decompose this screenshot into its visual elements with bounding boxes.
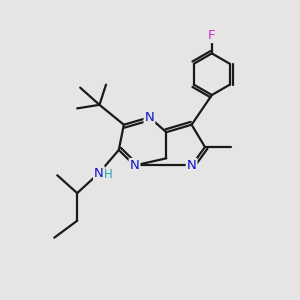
Text: F: F [208,29,216,42]
Text: N: N [130,159,140,172]
Text: N: N [94,167,104,180]
Text: N: N [145,111,154,124]
Text: N: N [187,159,196,172]
Text: H: H [103,168,112,181]
